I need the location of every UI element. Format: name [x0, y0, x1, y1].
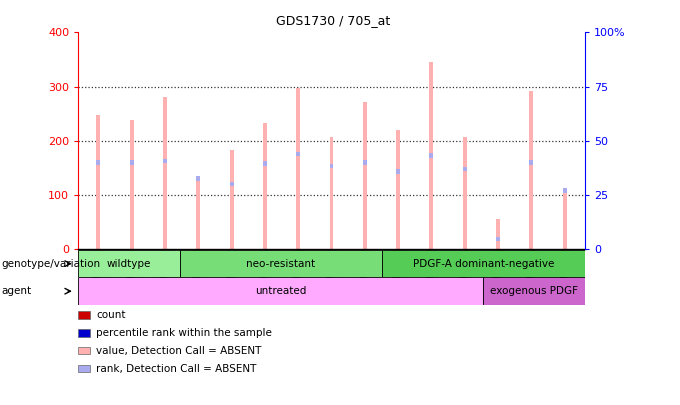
Text: wildtype: wildtype — [107, 259, 151, 269]
Bar — [129, 120, 133, 249]
Bar — [330, 164, 333, 168]
Text: genotype/variation: genotype/variation — [1, 259, 101, 269]
Bar — [296, 152, 300, 156]
Text: GSM34585: GSM34585 — [360, 251, 369, 301]
Bar — [230, 182, 233, 186]
Text: GSM34593: GSM34593 — [127, 251, 136, 301]
Text: agent: agent — [1, 286, 31, 296]
Text: GSM34582: GSM34582 — [260, 251, 269, 300]
Bar — [463, 137, 466, 249]
Bar — [230, 150, 233, 249]
Text: neo-resistant: neo-resistant — [246, 259, 316, 269]
Text: GSM34584: GSM34584 — [327, 251, 336, 300]
Bar — [430, 153, 433, 158]
Bar — [530, 160, 534, 164]
Bar — [330, 137, 333, 249]
Bar — [496, 219, 500, 249]
Text: GSM34583: GSM34583 — [294, 251, 303, 301]
Text: count: count — [96, 310, 125, 320]
Bar — [163, 159, 167, 164]
Text: GSM34580: GSM34580 — [194, 251, 203, 301]
Bar — [78, 250, 180, 277]
Bar — [530, 92, 534, 249]
Text: value, Detection Call = ABSENT: value, Detection Call = ABSENT — [96, 346, 261, 356]
Text: GSM34581: GSM34581 — [227, 251, 236, 301]
Text: exogenous PDGF: exogenous PDGF — [490, 286, 578, 296]
Text: untreated: untreated — [255, 286, 307, 296]
Text: GSM34586: GSM34586 — [394, 251, 403, 301]
Bar — [496, 237, 500, 241]
Bar — [363, 102, 367, 249]
Bar — [396, 130, 400, 249]
Bar — [180, 250, 382, 277]
Text: PDGF-A dominant-negative: PDGF-A dominant-negative — [413, 259, 554, 269]
Bar — [430, 62, 433, 249]
Bar — [463, 167, 466, 171]
Text: GSM34591: GSM34591 — [560, 251, 569, 301]
Bar — [163, 98, 167, 249]
Bar — [483, 277, 585, 305]
Text: GSM34592: GSM34592 — [94, 251, 103, 300]
Bar — [263, 123, 267, 249]
Text: percentile rank within the sample: percentile rank within the sample — [96, 328, 272, 338]
Bar — [396, 169, 400, 174]
Text: GSM34590: GSM34590 — [527, 251, 536, 301]
Bar — [563, 193, 567, 249]
Bar — [382, 250, 585, 277]
Bar — [78, 277, 483, 305]
Bar — [197, 177, 200, 181]
Bar — [96, 115, 100, 249]
Bar — [363, 160, 367, 164]
Text: GSM34589: GSM34589 — [494, 251, 503, 301]
Text: GSM34588: GSM34588 — [460, 251, 469, 301]
Text: GSM34587: GSM34587 — [427, 251, 436, 301]
Bar — [197, 179, 200, 249]
Text: rank, Detection Call = ABSENT: rank, Detection Call = ABSENT — [96, 364, 256, 373]
Bar — [263, 161, 267, 166]
Bar — [96, 160, 100, 164]
Text: GSM34594: GSM34594 — [160, 251, 169, 300]
Bar — [129, 160, 133, 164]
Text: GDS1730 / 705_at: GDS1730 / 705_at — [276, 14, 390, 27]
Bar — [296, 88, 300, 249]
Bar — [563, 188, 567, 193]
